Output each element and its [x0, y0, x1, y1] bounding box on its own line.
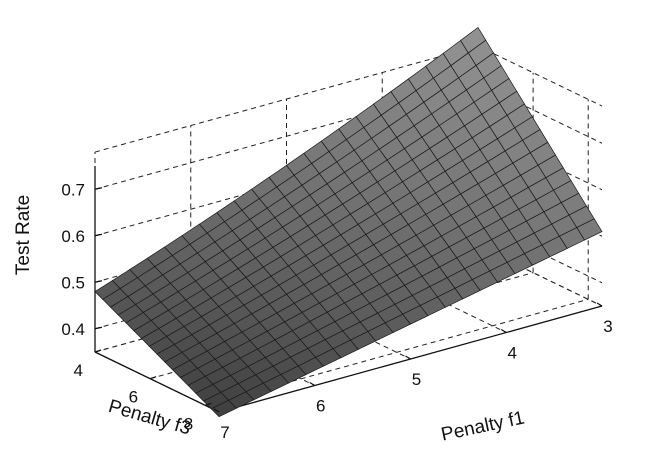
z-axis-label: Test Rate: [13, 195, 34, 275]
z-tick-mark: [94, 233, 103, 237]
surface-mesh: [94, 26, 603, 418]
y-tick-mark: [205, 402, 212, 406]
grid-line-wall-top: [477, 45, 603, 107]
y-tick-label: 8: [184, 414, 193, 433]
y-tick-label: 6: [129, 388, 138, 407]
z-tick-mark: [94, 280, 103, 283]
x-tick-label: 5: [412, 370, 421, 389]
x-tick-label: 7: [220, 423, 229, 442]
x-axis-label: Penalty f1: [439, 408, 526, 446]
grid-line-wall-top: [94, 45, 479, 153]
x-tick-mark: [405, 355, 411, 360]
y-tick-label: 4: [74, 361, 83, 380]
x-tick-mark: [309, 381, 316, 387]
surface-patch: [576, 218, 603, 241]
x-tick-mark: [213, 408, 220, 413]
y-axis-label: Penalty f3: [106, 396, 193, 439]
z-tick-mark: [94, 187, 103, 190]
z-tick-mark: [94, 326, 103, 330]
tick-labels: 0.4 0.5 0.6 0.7 4 6 8 3 4 5 6 7: [61, 180, 612, 442]
z-tick-label: 0.5: [61, 273, 85, 292]
y-tick-mark: [94, 349, 102, 353]
x-tick-label: 4: [508, 344, 517, 363]
z-tick-label: 0.7: [61, 180, 85, 199]
x-tick-mark: [596, 302, 603, 307]
z-tick-label: 0.4: [61, 320, 85, 339]
grid-line-back-wall-z: [94, 82, 479, 190]
z-tick-label: 0.6: [61, 227, 85, 246]
x-tick-label: 6: [316, 397, 325, 416]
x-tick-mark: [500, 328, 507, 334]
x-tick-label: 3: [603, 317, 612, 336]
y-tick-mark: [149, 376, 157, 380]
y-axis-line: [94, 351, 220, 413]
